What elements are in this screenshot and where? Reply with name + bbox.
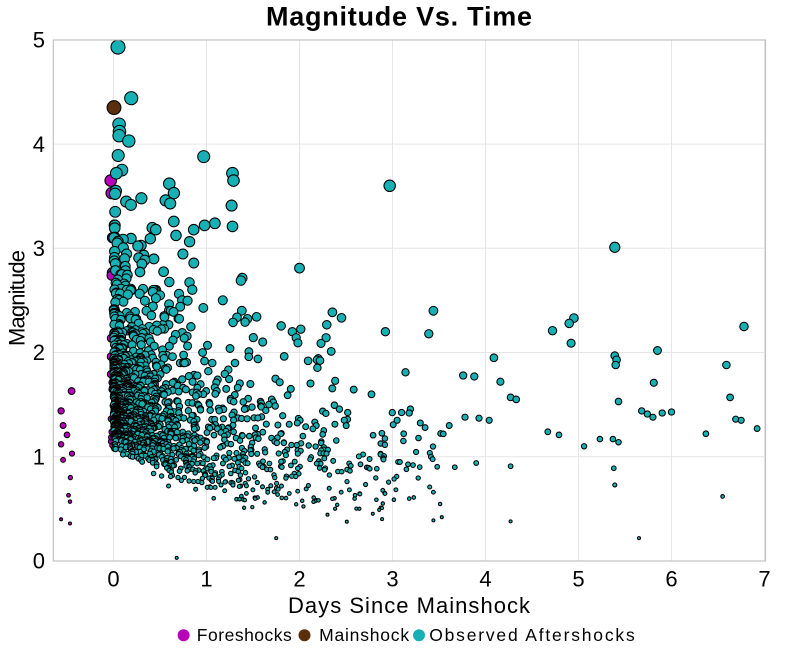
svg-text:Observed Aftershocks: Observed Aftershocks [429, 625, 635, 645]
svg-text:3: 3 [386, 567, 398, 592]
svg-text:2: 2 [293, 567, 305, 592]
svg-text:5: 5 [33, 28, 45, 53]
svg-text:Magnitude Vs. Time: Magnitude Vs. Time [266, 2, 532, 32]
svg-text:Magnitude: Magnitude [5, 250, 30, 346]
svg-text:3: 3 [33, 236, 45, 261]
svg-text:Days Since Mainshock: Days Since Mainshock [288, 593, 531, 618]
svg-text:5: 5 [572, 567, 584, 592]
svg-text:2: 2 [33, 340, 45, 365]
svg-text:0: 0 [107, 567, 119, 592]
svg-text:1: 1 [200, 567, 212, 592]
svg-text:6: 6 [665, 567, 677, 592]
svg-text:Foreshocks: Foreshocks [197, 625, 292, 645]
svg-text:1: 1 [33, 445, 45, 470]
svg-text:Mainshock: Mainshock [319, 625, 409, 645]
svg-text:4: 4 [479, 567, 491, 592]
svg-text:7: 7 [758, 567, 770, 592]
svg-text:0: 0 [33, 549, 45, 574]
svg-text:4: 4 [33, 132, 45, 157]
